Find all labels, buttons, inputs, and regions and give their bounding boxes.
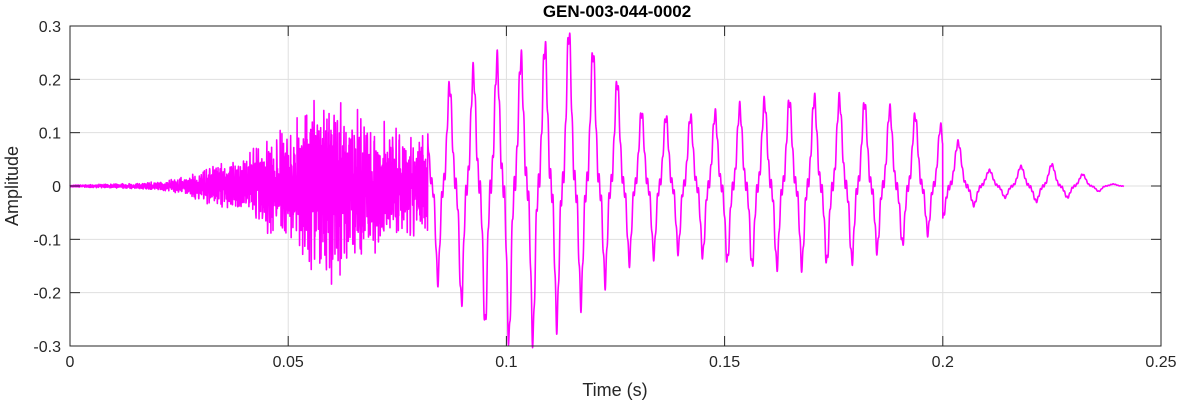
y-tick-label: 0: [52, 179, 61, 196]
y-tick-label: 0.2: [39, 72, 61, 89]
axis-ticks: [69, 25, 1162, 347]
y-tick-label: -0.2: [33, 286, 61, 303]
x-tick-label: 0.2: [932, 354, 954, 371]
x-tick-label: 0.05: [273, 354, 304, 371]
y-tick-label: -0.3: [33, 339, 61, 356]
y-tick-label: 0.3: [39, 19, 61, 36]
x-tick-label: 0.15: [709, 354, 740, 371]
x-axis-tick-labels: 0 0.05 0.1 0.15 0.2 0.25: [66, 354, 1177, 371]
waveform-series: [69, 32, 1125, 349]
x-tick-label: 0.25: [1145, 354, 1176, 371]
y-tick-label: 0.1: [39, 126, 61, 143]
waveform-line: [69, 32, 1125, 349]
y-axis-label: Amplitude: [2, 146, 22, 226]
x-axis-label: Time (s): [582, 380, 647, 400]
x-tick-label: 0: [66, 354, 75, 371]
chart-title: GEN-003-044-0002: [543, 2, 691, 21]
y-tick-label: -0.1: [33, 232, 61, 249]
y-axis-tick-labels: 0.3 0.2 0.1 0 -0.1 -0.2 -0.3: [33, 19, 61, 356]
x-tick-label: 0.1: [495, 354, 517, 371]
